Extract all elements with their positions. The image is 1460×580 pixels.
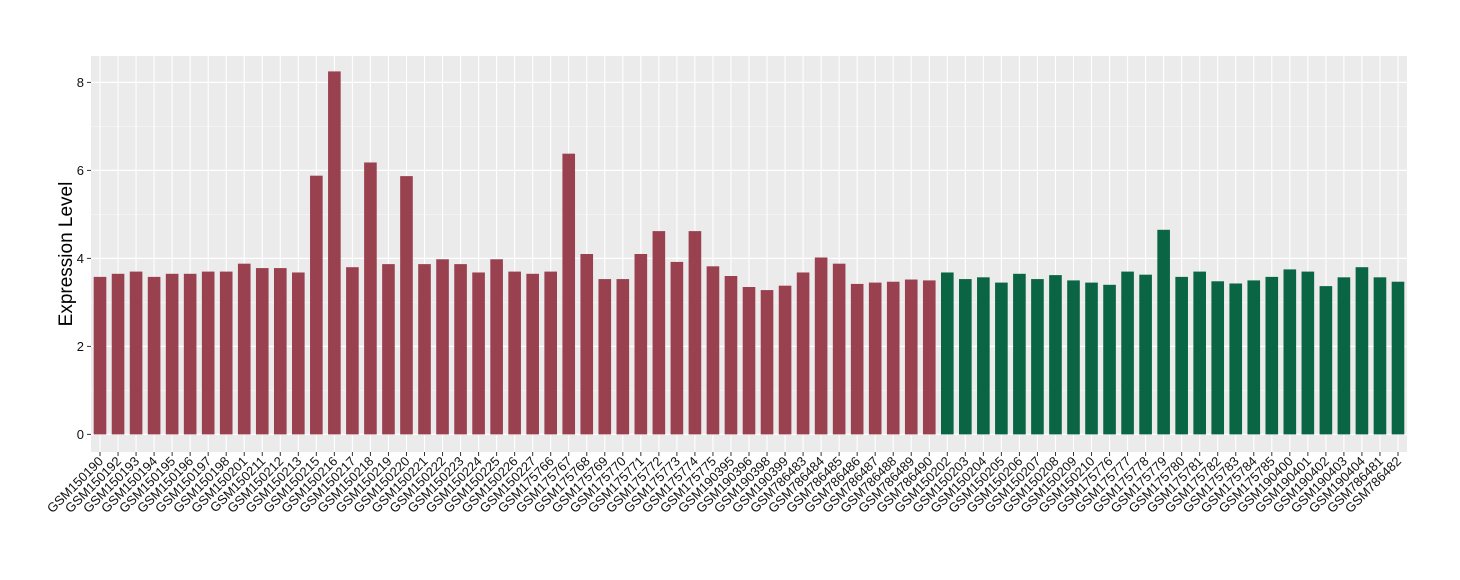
bar-GSM150212 — [273, 268, 287, 435]
bar-GSM150225 — [490, 259, 503, 435]
bar-GSM150194 — [147, 276, 161, 435]
bar-GSM150207 — [1031, 279, 1044, 435]
bar-GSM190402 — [1319, 286, 1333, 435]
y-axis: 0 2 4 6 8 — [77, 75, 91, 442]
bar-GSM190401 — [1301, 271, 1315, 435]
bar-GSM175785 — [1265, 276, 1279, 435]
bar-GSM175770 — [616, 279, 630, 435]
bar-GSM175774 — [688, 231, 702, 435]
bar-GSM150196 — [183, 273, 197, 435]
y-axis-title: Expression Level — [56, 182, 77, 327]
bar-GSM175773 — [670, 261, 684, 435]
bar-GSM150216 — [328, 71, 341, 435]
y-tick-label: 2 — [77, 339, 84, 354]
bar-GSM175780 — [1175, 276, 1188, 435]
bar-GSM190399 — [778, 285, 792, 435]
bar-GSM150202 — [940, 272, 954, 435]
bar-GSM175781 — [1193, 271, 1206, 435]
bar-GSM175778 — [1139, 274, 1152, 435]
bar-GSM150211 — [255, 268, 269, 435]
bar-GSM175772 — [652, 231, 666, 435]
bar-GSM175784 — [1247, 280, 1261, 435]
bar-GSM150220 — [400, 176, 413, 435]
bars — [93, 71, 1405, 435]
bar-GSM175769 — [598, 279, 612, 435]
bar-GSM175767 — [562, 153, 576, 435]
bar-GSM150197 — [201, 271, 215, 435]
bar-GSM150190 — [93, 276, 107, 435]
bar-GSM150227 — [526, 273, 539, 435]
bar-GSM150205 — [995, 282, 1008, 435]
bar-GSM786488 — [886, 281, 900, 435]
bar-GSM786483 — [796, 272, 810, 435]
bar-GSM190404 — [1355, 267, 1369, 435]
bar-GSM175776 — [1103, 284, 1116, 435]
bar-GSM150218 — [364, 162, 377, 435]
bar-GSM175782 — [1211, 281, 1225, 435]
y-tick-label: 4 — [77, 251, 84, 266]
bar-GSM150224 — [472, 272, 485, 435]
bar-GSM150208 — [1049, 275, 1062, 435]
bar-GSM150204 — [977, 277, 990, 435]
bar-GSM175766 — [544, 271, 558, 435]
x-axis: GSM150190GSM150192GSM150193GSM150194GSM1… — [44, 452, 1404, 516]
bar-GSM175783 — [1229, 283, 1243, 435]
bar-GSM150192 — [111, 273, 125, 435]
bar-GSM150198 — [219, 271, 233, 435]
bar-GSM786481 — [1373, 277, 1387, 435]
bar-GSM150201 — [237, 263, 251, 435]
bar-GSM190403 — [1337, 277, 1351, 435]
bar-GSM175779 — [1157, 229, 1170, 435]
bar-GSM190395 — [724, 276, 738, 435]
bar-GSM175771 — [634, 254, 648, 435]
bar-GSM150206 — [1013, 273, 1026, 435]
bar-GSM786489 — [904, 279, 918, 435]
bar-GSM786490 — [922, 280, 936, 435]
bar-GSM786485 — [832, 263, 846, 435]
bar-GSM786486 — [850, 283, 864, 435]
bar-GSM786487 — [868, 282, 882, 435]
bar-GSM190400 — [1283, 269, 1297, 435]
y-tick-label: 6 — [77, 163, 84, 178]
bar-GSM175768 — [580, 254, 594, 435]
bar-GSM150217 — [346, 267, 359, 435]
bar-GSM150221 — [418, 264, 431, 435]
y-tick-label: 0 — [77, 427, 84, 442]
bar-GSM190396 — [742, 287, 756, 435]
bar-GSM786482 — [1391, 281, 1405, 435]
bar-GSM150226 — [508, 271, 521, 435]
bar-GSM175775 — [706, 266, 720, 435]
bar-GSM150223 — [454, 264, 467, 435]
y-tick-label: 8 — [77, 75, 84, 90]
bar-GSM786484 — [814, 257, 828, 435]
bar-GSM150219 — [382, 264, 395, 435]
bar-GSM150210 — [1085, 282, 1098, 435]
bar-GSM150222 — [436, 259, 449, 435]
bar-GSM150213 — [292, 272, 305, 435]
bar-GSM150215 — [310, 175, 323, 435]
bar-GSM150209 — [1067, 280, 1080, 435]
bar-GSM175777 — [1121, 271, 1134, 435]
bar-GSM150193 — [129, 271, 143, 435]
bar-GSM150195 — [165, 273, 179, 435]
bar-GSM150203 — [959, 279, 972, 435]
bar-GSM190398 — [760, 290, 774, 435]
